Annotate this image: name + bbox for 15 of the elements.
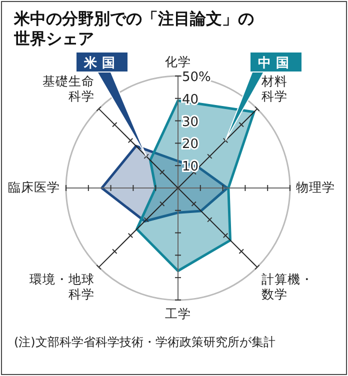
text: 米国 bbox=[83, 56, 120, 71]
text: (注)文部科学省科学技術・学術政策研究所が集計 bbox=[14, 335, 276, 349]
text: 中国 bbox=[258, 56, 294, 71]
spoke-label: 物理学 bbox=[296, 180, 335, 194]
y-tick-label: 20 bbox=[182, 137, 199, 152]
spoke-label: 環境・地球科学 bbox=[30, 271, 95, 302]
spoke-label: 臨床医学 bbox=[8, 180, 60, 194]
spoke-label: 計算機・数学 bbox=[261, 271, 314, 302]
spoke-label: 工学 bbox=[165, 306, 191, 321]
y-tick-label: 50% bbox=[182, 70, 211, 85]
y-tick-label: 30 bbox=[182, 114, 199, 130]
chart-title: 米中の分野別での「注目論文」の世界シェア bbox=[13, 9, 254, 48]
spoke-label: 材料科学 bbox=[260, 74, 288, 104]
spoke-label: 化学 bbox=[165, 54, 191, 69]
spoke-label: 基礎生命科学 bbox=[42, 74, 95, 104]
